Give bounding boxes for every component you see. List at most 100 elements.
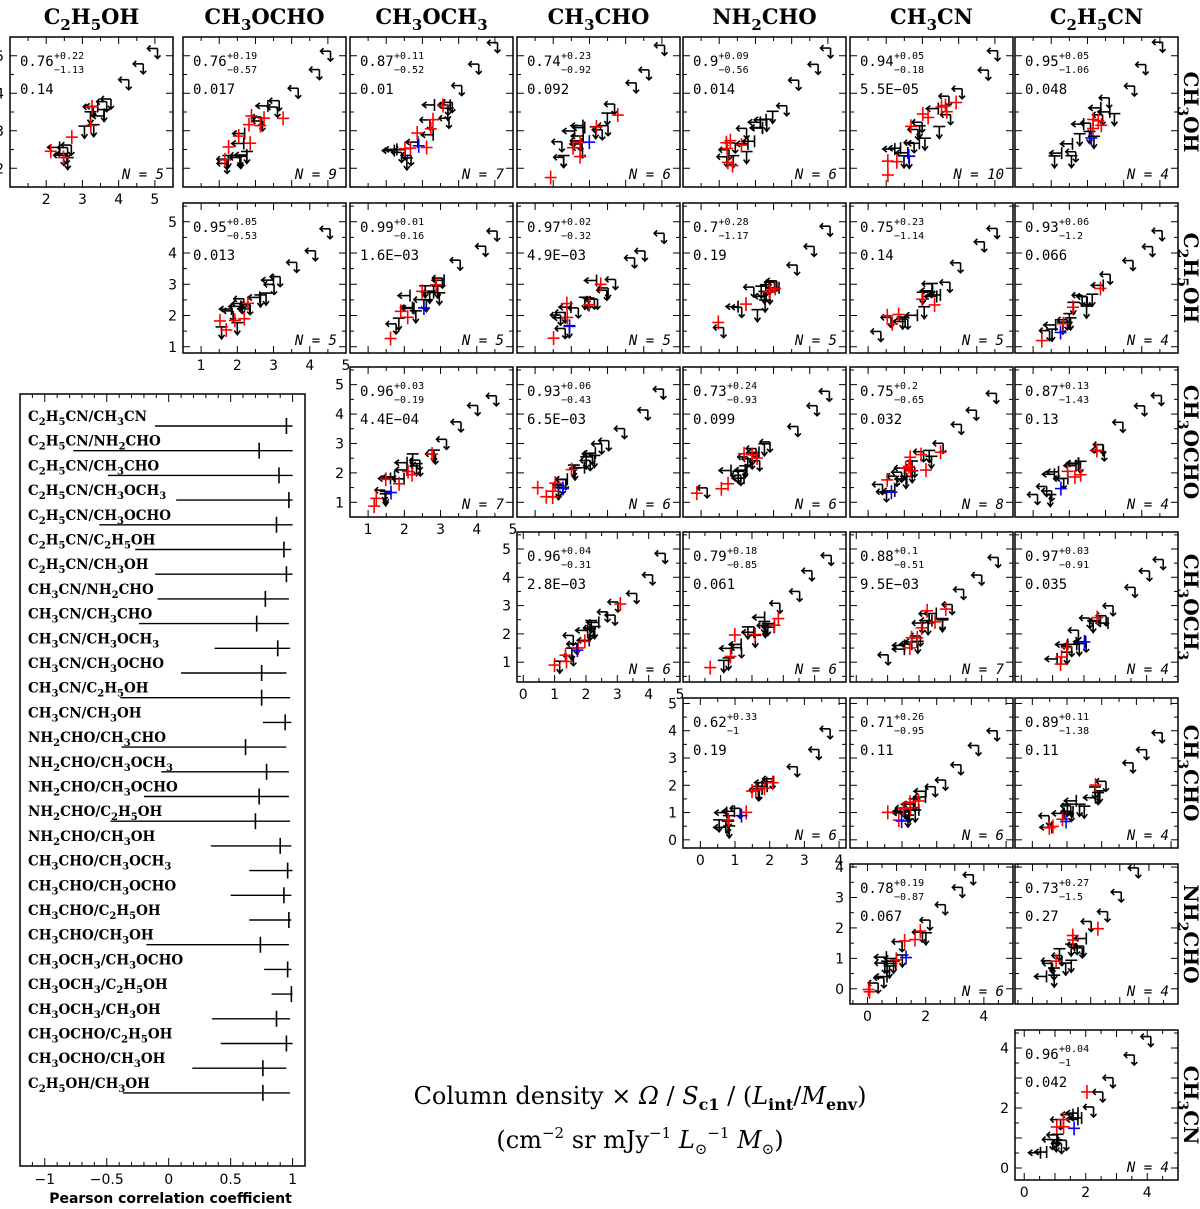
upper-limit-xy xyxy=(613,425,629,440)
upper-limit-xy xyxy=(1151,729,1166,744)
upper-limit-x xyxy=(746,116,762,129)
x-tick-label: 1 xyxy=(364,522,373,538)
upper-limit-y xyxy=(240,150,253,165)
upper-limit-xy xyxy=(132,60,147,75)
axis-ticks xyxy=(1014,203,1179,353)
data-points xyxy=(1037,729,1166,835)
correlation-value: 0.97 xyxy=(527,220,561,236)
pair-label: C2H5OH/CH3OH xyxy=(28,1076,150,1095)
summary-x-axis-label: Pearson correlation coefficient xyxy=(49,1191,292,1207)
data-points xyxy=(712,222,834,339)
summary-row: CH3CN/C2H5OH xyxy=(28,681,291,706)
x-tick-label: 0 xyxy=(863,1009,872,1025)
data-points xyxy=(881,727,1001,829)
detection-point xyxy=(712,315,725,330)
error-plus: +0.19 xyxy=(227,51,257,62)
x-tick-label: 2 xyxy=(765,853,774,869)
upper-limit-y xyxy=(1065,959,1078,974)
detection-point xyxy=(915,620,928,635)
error-minus: −0.18 xyxy=(894,65,924,76)
summary-frame xyxy=(19,393,306,1167)
error-minus: −0.93 xyxy=(727,395,757,406)
upper-limit-xy xyxy=(474,242,490,258)
sample-count: N = 9 xyxy=(294,167,337,183)
detection-point xyxy=(531,480,544,495)
detection-point xyxy=(905,630,918,645)
upper-limit-x xyxy=(1048,147,1063,160)
pair-label: NH2CHO/CH3OCHO xyxy=(28,780,178,799)
detection-point xyxy=(370,491,383,506)
x-tick-label: 2 xyxy=(400,522,409,538)
sample-count: N = 5 xyxy=(461,333,504,349)
column-header: NH2CHO xyxy=(712,4,816,34)
detection-point xyxy=(1060,814,1073,829)
summary-row: CH3OCH3/C2H5OH xyxy=(28,977,293,1003)
detection-point xyxy=(1089,778,1102,793)
upper-limit-xy xyxy=(1099,270,1114,286)
upper-limit-xy xyxy=(985,224,1001,240)
upper-limit-xy xyxy=(1055,1136,1070,1152)
upper-limit-xy xyxy=(624,79,640,95)
detection-point xyxy=(398,141,411,156)
correlation-value: 0.76 xyxy=(193,54,227,70)
error-minus: −0.87 xyxy=(894,892,924,903)
detection-point xyxy=(1078,634,1091,649)
detection-point xyxy=(914,924,927,939)
detection-point xyxy=(549,476,562,491)
detection-point xyxy=(1090,443,1103,458)
upper-limit-y xyxy=(723,825,736,840)
data-points xyxy=(368,392,500,514)
pair-label: CH3CHO/CH3OCHO xyxy=(28,878,176,897)
upper-limit-xy xyxy=(1133,402,1149,418)
error-plus: +0.22 xyxy=(54,51,84,62)
error-plus: +0.28 xyxy=(719,217,749,228)
upper-limit-xy xyxy=(807,745,823,761)
error-minus: −0.51 xyxy=(894,560,924,571)
upper-limit-x xyxy=(574,624,589,637)
upper-limit-xy xyxy=(775,102,791,117)
data-points xyxy=(384,227,501,346)
detection-point xyxy=(424,121,437,136)
upper-limit-xy xyxy=(653,41,669,57)
y-tick-label: 2 xyxy=(1000,1101,1009,1117)
summary-row: CH3OCHO/C2H5OH xyxy=(28,1027,293,1052)
sample-count: N = 7 xyxy=(461,497,505,513)
upper-limit-xy xyxy=(1026,490,1042,506)
p-value: 6.5E−03 xyxy=(527,412,586,428)
detection-point xyxy=(594,277,607,292)
detection-point xyxy=(721,155,734,170)
detection-point xyxy=(245,108,258,123)
upper-limit-xy xyxy=(1082,1103,1098,1119)
data-points xyxy=(881,47,1002,182)
column-header: CH3OCH3 xyxy=(375,4,487,34)
summary-row: CH3CHO/CH3OCHO xyxy=(28,878,292,904)
detection-point xyxy=(904,463,917,478)
sample-count: N = 6 xyxy=(794,828,837,844)
upper-limit-y xyxy=(433,291,446,307)
upper-limit-xy xyxy=(625,589,641,605)
upper-limit-xy xyxy=(1151,38,1167,54)
detection-point xyxy=(242,117,255,132)
detection-point xyxy=(881,805,894,820)
upper-limit-y xyxy=(739,464,752,480)
error-plus: +0.05 xyxy=(894,51,924,62)
pair-label: NH2CHO/C2H5OH xyxy=(28,804,162,823)
upper-limit-xy xyxy=(742,283,758,299)
upper-limit-x xyxy=(925,102,940,115)
upper-limit-y xyxy=(1065,154,1078,170)
detection-point xyxy=(751,451,764,466)
x-tick-label: 4 xyxy=(114,192,123,208)
detection-point xyxy=(574,149,587,164)
detection-point xyxy=(758,781,771,796)
detection-point xyxy=(1085,130,1098,145)
scatter-panel: 0.88 +0.1 −0.51 9.5E−03 N = 7 xyxy=(849,531,1014,683)
detection-point xyxy=(939,98,952,113)
error-plus: +0.06 xyxy=(561,381,591,392)
error-plus: +0.11 xyxy=(394,51,424,62)
upper-limit-x xyxy=(1096,105,1111,118)
error-minus: −1.13 xyxy=(54,65,84,76)
detection-point xyxy=(559,648,572,663)
x-tick-label: 0 xyxy=(1020,1185,1029,1201)
upper-limit-y xyxy=(919,931,932,947)
p-value: 0.11 xyxy=(1025,743,1059,759)
